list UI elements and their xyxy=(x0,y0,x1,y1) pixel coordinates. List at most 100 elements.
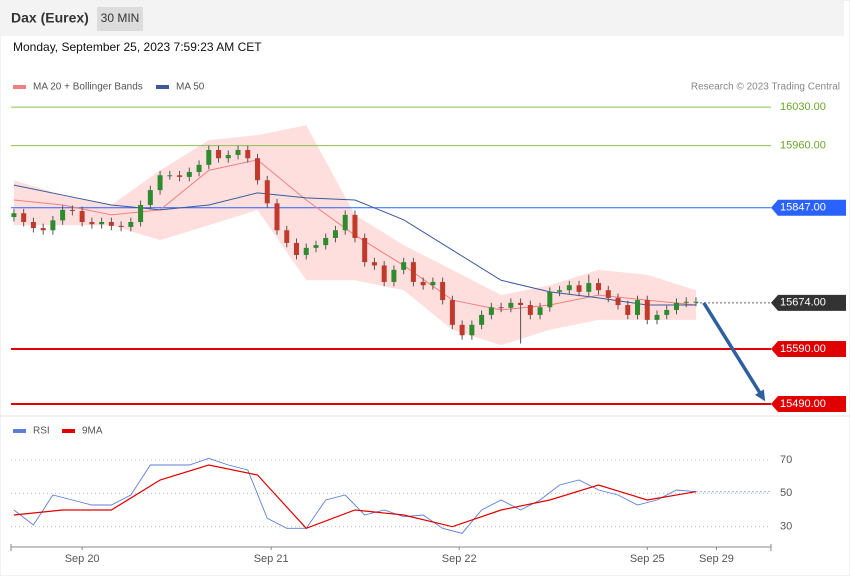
candle-body xyxy=(206,149,212,165)
x-tick-label: Sep 22 xyxy=(442,553,477,565)
level-tag xyxy=(771,199,846,216)
legend-label: MA 20 + Bollinger Bands xyxy=(33,82,143,93)
x-tick-label: Sep 20 xyxy=(65,553,100,565)
candle-body xyxy=(644,300,650,320)
candle-body xyxy=(518,302,524,306)
candle-body xyxy=(99,222,105,225)
candle-body xyxy=(196,164,202,172)
y-tick-label: 70 xyxy=(780,454,792,466)
date: Monday, September 25, 2023 7:59:23 AM CE… xyxy=(13,40,262,54)
rsi-line xyxy=(13,457,697,534)
candle-body xyxy=(225,154,231,159)
legend-label: 9MA xyxy=(82,426,103,437)
x-tick-label: Sep 29 xyxy=(699,553,734,565)
candle-body xyxy=(527,305,533,315)
candle-body xyxy=(459,324,465,336)
candle-body xyxy=(625,305,631,315)
candle-body xyxy=(303,247,309,255)
candle-body xyxy=(576,285,582,292)
x-tick-label: Sep 25 xyxy=(630,553,665,565)
title: Dax (Eurex) xyxy=(11,10,89,26)
candle-body xyxy=(313,245,319,248)
candle-body xyxy=(118,225,124,227)
candle-body xyxy=(177,175,183,177)
candle-body xyxy=(235,149,241,155)
candle-body xyxy=(566,285,572,291)
candle-body xyxy=(664,309,670,315)
candle-body xyxy=(128,222,134,227)
level-label: 15960.00 xyxy=(780,139,826,151)
candle-body xyxy=(255,158,261,181)
candle-body xyxy=(547,291,553,308)
candle-body xyxy=(391,269,397,282)
candle-body xyxy=(284,230,290,243)
ma-line xyxy=(13,184,696,306)
candle-body xyxy=(352,214,358,238)
candle-body xyxy=(274,203,280,231)
candle-body xyxy=(186,171,192,177)
candle-body xyxy=(557,290,563,292)
candle-body xyxy=(323,237,329,246)
candle-body xyxy=(371,262,377,266)
candle-body xyxy=(420,281,426,286)
candle-body xyxy=(449,300,455,325)
candle-body xyxy=(586,283,592,292)
candle-body xyxy=(167,175,173,177)
candle-body xyxy=(596,283,602,291)
candle-body xyxy=(108,222,114,226)
legend-swatch xyxy=(13,429,26,433)
legend-label: MA 50 xyxy=(176,82,205,93)
candle-body xyxy=(147,190,153,205)
candle-body xyxy=(216,149,222,159)
candle-body xyxy=(469,324,475,336)
level-label: 15490.00 xyxy=(780,398,826,410)
timeframe-box[interactable] xyxy=(97,7,143,31)
y-tick-label: 50 xyxy=(780,487,792,499)
candle-body xyxy=(430,281,436,286)
legend-swatch xyxy=(13,85,26,89)
candle-body xyxy=(615,297,621,306)
x-tick-label: Sep 21 xyxy=(254,553,289,565)
candle-body xyxy=(479,314,485,325)
candle-body xyxy=(11,213,17,218)
candle-body xyxy=(21,213,27,223)
level-label: 16030.00 xyxy=(780,101,826,113)
timeframe[interactable]: 30 MIN xyxy=(101,11,140,25)
rsi-line xyxy=(13,464,697,530)
arrow-head xyxy=(755,389,766,402)
candle-body xyxy=(488,307,494,315)
candle-body xyxy=(69,209,75,212)
y-tick-label: 30 xyxy=(780,521,792,533)
candle-body xyxy=(332,230,338,238)
candle-body xyxy=(293,242,299,255)
candle-body xyxy=(89,222,95,225)
candle-body xyxy=(40,228,46,231)
copyright: Research © 2023 Trading Central xyxy=(691,82,840,93)
candle-body xyxy=(401,262,407,270)
candle-body xyxy=(673,302,679,310)
candle-body xyxy=(60,209,66,221)
candle-body xyxy=(50,220,56,231)
candle-body xyxy=(30,222,36,229)
level-label: 15590.00 xyxy=(780,343,826,355)
candle-body xyxy=(508,302,514,308)
candle-body xyxy=(683,301,689,303)
level-tag xyxy=(771,341,846,358)
legend-swatch xyxy=(156,85,169,89)
candle-body xyxy=(654,314,660,320)
candle-body xyxy=(157,175,163,191)
candle-body xyxy=(410,262,416,282)
candle-body xyxy=(245,149,251,159)
legend-label: RSI xyxy=(33,426,50,437)
candle-body xyxy=(635,300,641,315)
candle-body xyxy=(138,204,144,223)
level-tag xyxy=(771,396,846,413)
candle-body xyxy=(537,307,543,315)
projection-arrow xyxy=(702,301,764,398)
candle-body xyxy=(693,301,699,303)
legend-swatch xyxy=(62,429,75,433)
candle-body xyxy=(264,180,270,204)
candle-body xyxy=(605,290,611,298)
